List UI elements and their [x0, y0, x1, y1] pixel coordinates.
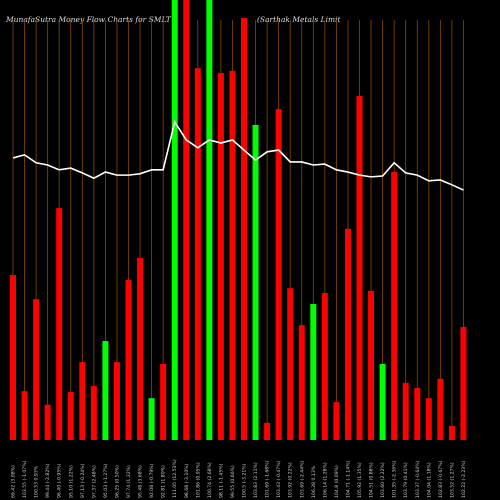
- x-tick-label: 103.69 (-2.44%): [299, 460, 305, 498]
- bar: [264, 422, 271, 440]
- bar: [229, 70, 236, 440]
- bar: [241, 18, 247, 440]
- bar: [275, 109, 282, 441]
- x-tick-label: 92.81 (1.80%): [161, 465, 167, 498]
- bar: [368, 290, 375, 440]
- chart-subtitle: (Sarthak Metals Limit: [257, 15, 341, 24]
- bar: [391, 172, 398, 441]
- x-tick-label: 100.53 0.93%: [34, 465, 40, 498]
- bar: [67, 392, 74, 440]
- x-tick-label: 100.5 (-3.21%): [242, 463, 248, 498]
- x-tick-label: 102.83 (-0.67%): [438, 460, 444, 498]
- x-tick-label: 99.55 (0.66%): [230, 465, 236, 498]
- bar: [183, 0, 190, 440]
- x-tick-label: 103.79 (0.41%): [403, 462, 409, 498]
- x-tick-label: 96.25 (0.50%): [114, 465, 120, 498]
- bar: [356, 95, 363, 441]
- bar: [137, 257, 144, 440]
- x-tick-label: 104.71 (-1.14%): [345, 460, 351, 498]
- bar: [90, 385, 97, 440]
- bar: [460, 326, 467, 440]
- x-tick-label: 101.35 (-2.36%): [392, 460, 398, 498]
- bar: [425, 398, 432, 440]
- bar: [171, 0, 178, 440]
- x-tick-label: 97.74 (1.32%): [126, 465, 132, 498]
- bar: [125, 279, 132, 440]
- x-tick-label: 100.74 (2.68%): [207, 462, 213, 498]
- x-tick-label: 101.69 (-1.68%): [265, 460, 271, 498]
- x-tick-label: 96.40 (-0.95%): [57, 463, 63, 498]
- x-tick-label: 104.04 (1.18%): [426, 462, 432, 498]
- x-tick-label: 99.44 (-2.82%): [45, 463, 51, 498]
- bar: [287, 288, 294, 440]
- bar: [414, 388, 421, 440]
- x-tick-label: 103.37 (-0.64%): [415, 460, 421, 498]
- x-tick-label: 95.03 (-1.27%): [103, 463, 109, 498]
- chart-title: MunafaSutra Money Flow Charts for SMLT: [5, 15, 172, 24]
- bar: [333, 402, 340, 440]
- bar: [344, 228, 351, 440]
- bar: [206, 0, 213, 440]
- x-tick-label: 103.55 (-1.07%): [22, 460, 28, 498]
- bar: [448, 425, 455, 440]
- bar: [33, 299, 40, 440]
- x-tick-label: 103.92 (0.22%): [288, 462, 294, 498]
- x-tick-label: 103.52 (1.27%): [449, 462, 455, 498]
- bar: [437, 378, 444, 440]
- x-tick-label: 105.92 (1.35%): [357, 462, 363, 498]
- x-tick-label: 101.86 (0.95%): [195, 462, 201, 498]
- x-tick-label: 103.83 (2.11%): [253, 462, 259, 498]
- x-tick-label: 95.10 (1.22%): [68, 465, 74, 498]
- x-tick-label: 106.28 0.13%: [311, 465, 317, 498]
- money-flow-line: [12, 119, 464, 191]
- bar: [148, 398, 155, 440]
- x-tick-label: 92.08 (-0.79%): [149, 463, 155, 498]
- x-tick-label: 98.11 (-1.45%): [218, 463, 224, 498]
- bar: [10, 275, 16, 440]
- bar: [194, 68, 201, 440]
- bar: [102, 341, 109, 440]
- x-tick-label: 98.68 (-3.10%): [184, 463, 190, 498]
- x-tick-label: 104.8 (0.09%): [334, 465, 340, 498]
- x-tick-label: 103.43 (-0.47%): [276, 460, 282, 498]
- x-tick-label: 104.51 (0.88%): [369, 462, 375, 498]
- bar: [113, 362, 120, 440]
- x-tick-label: 95.48 (3.68%): [138, 465, 144, 498]
- x-tick-label: 97.37 (2.48%): [91, 465, 97, 498]
- bar: [21, 391, 28, 440]
- bar: [79, 362, 86, 440]
- bar: [379, 363, 386, 440]
- x-tick-label: 69.42 (3.08%): [11, 465, 17, 498]
- bar: [160, 363, 167, 440]
- x-tick-label: 97.13 (-0.24%): [80, 463, 86, 498]
- bar: [321, 293, 328, 440]
- bar: [402, 382, 409, 440]
- bar: [310, 304, 317, 440]
- x-tick-label: 103.60 (2.22%): [380, 462, 386, 498]
- bar: [298, 325, 305, 440]
- bar: [217, 73, 224, 440]
- x-tick-label: 106.14 (1.28%): [322, 462, 328, 498]
- bar: [44, 404, 51, 440]
- x-tick-label: 102.22 (-2.23%): [461, 460, 467, 498]
- x-tick-label: 111.05 (12.53%): [172, 459, 178, 498]
- bar: [56, 208, 63, 440]
- bar: [252, 124, 259, 441]
